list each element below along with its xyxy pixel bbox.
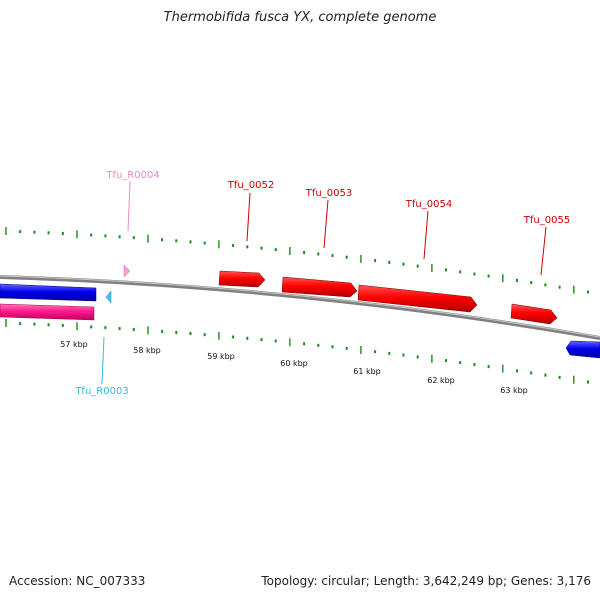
genome-summary-text: Topology: circular; Length: 3,642,249 bp… bbox=[261, 574, 591, 588]
kbp-label: 58 kbp bbox=[133, 346, 161, 355]
callout-line-Tfu_R0003 bbox=[101, 336, 105, 385]
callout-line-Tfu_0055 bbox=[540, 226, 547, 276]
label-Tfu_0055[interactable]: Tfu_0055 bbox=[523, 215, 570, 226]
callout-line-Tfu_0053 bbox=[323, 199, 329, 249]
kbp-label: 57 kbp bbox=[60, 340, 88, 349]
cds-Tfu_0052[interactable] bbox=[218, 270, 266, 288]
map-title: Thermobifida fusca YX, complete genome bbox=[163, 10, 437, 25]
label-Tfu_0052[interactable]: Tfu_0052 bbox=[227, 180, 274, 191]
rna-plus-arrow-Tfu_R0004[interactable] bbox=[123, 264, 131, 278]
callout-line-Tfu_R0004 bbox=[127, 180, 131, 232]
cds-minus-blue-left[interactable] bbox=[0, 283, 97, 302]
label-Tfu_R0003[interactable]: Tfu_R0003 bbox=[74, 386, 128, 397]
label-Tfu_0053[interactable]: Tfu_0053 bbox=[305, 188, 352, 199]
inner-tick-ring bbox=[5, 319, 589, 384]
cds-minus-pink[interactable] bbox=[0, 303, 95, 321]
kbp-label: 62 kbp bbox=[427, 376, 455, 385]
cds-Tfu_0053[interactable] bbox=[281, 276, 358, 298]
kbp-label: 60 kbp bbox=[280, 359, 308, 368]
kbp-label: 59 kbp bbox=[207, 352, 235, 361]
label-Tfu_R0004[interactable]: Tfu_R0004 bbox=[105, 170, 159, 181]
cds-Tfu_0055[interactable] bbox=[510, 303, 558, 325]
label-Tfu_0054[interactable]: Tfu_0054 bbox=[405, 199, 452, 210]
cds-minus-blue-right[interactable] bbox=[565, 340, 600, 359]
accession-text: Accession: NC_007333 bbox=[9, 574, 146, 588]
genome-backbone bbox=[0, 275, 600, 340]
outer-tick-ring bbox=[5, 227, 589, 294]
callout-line-Tfu_0054 bbox=[423, 210, 429, 260]
kbp-label: 61 kbp bbox=[353, 367, 381, 376]
cds-Tfu_0054[interactable] bbox=[357, 284, 478, 313]
rna-minus-arrow-Tfu_R0003[interactable] bbox=[105, 290, 112, 304]
kbp-label: 63 kbp bbox=[500, 386, 528, 395]
callout-line-Tfu_0052 bbox=[246, 192, 251, 242]
